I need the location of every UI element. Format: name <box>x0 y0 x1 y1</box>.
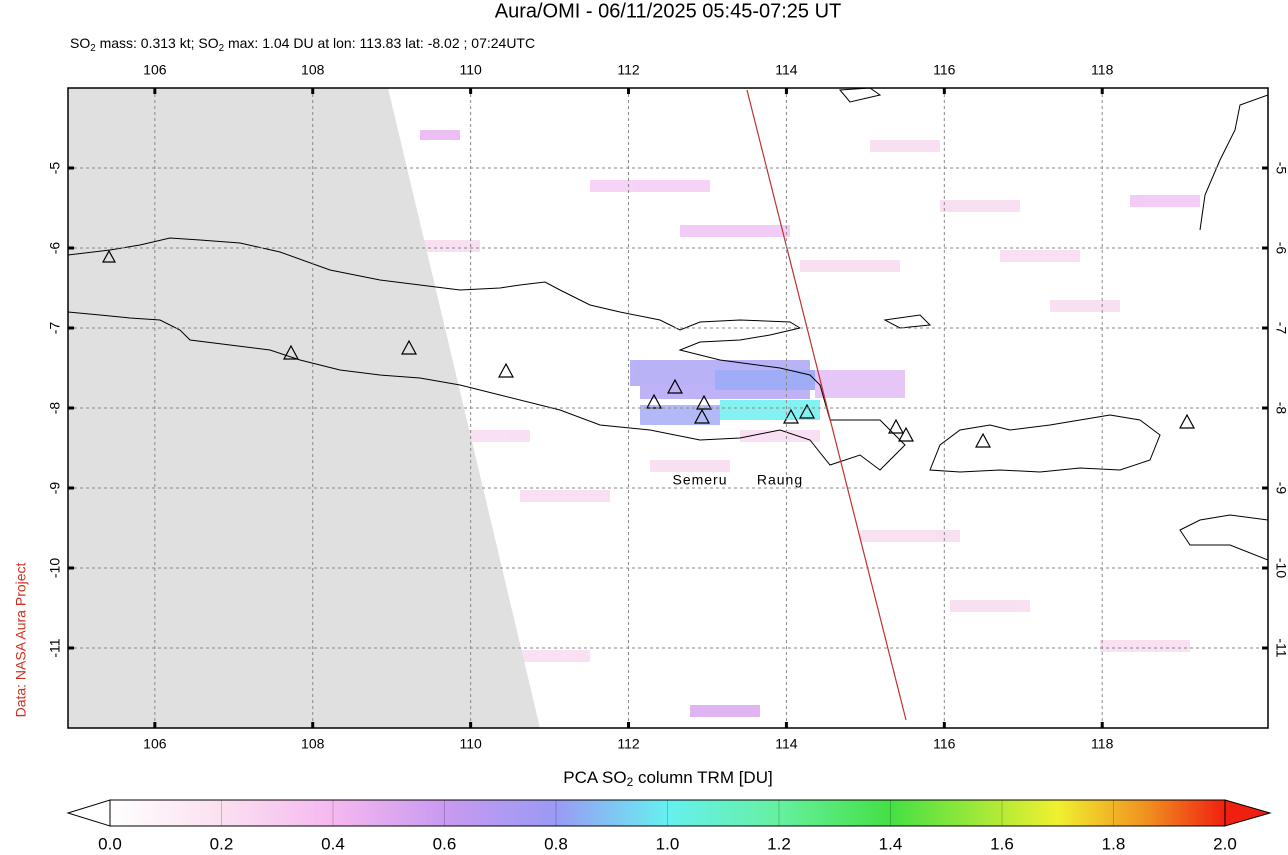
colorbar-tick-label: 0.0 <box>98 834 122 853</box>
lat-tick-label: -10 <box>1273 558 1288 578</box>
colorbar-tick-label: 1.4 <box>879 834 903 853</box>
lat-tick-label: -5 <box>47 162 63 175</box>
colorbar-tick-label: 0.8 <box>544 834 568 853</box>
lon-tick-label: 106 <box>143 62 167 78</box>
lat-tick-label: -11 <box>47 638 63 657</box>
colorbar-high-end <box>1224 799 1272 827</box>
lon-tick-label: 114 <box>775 736 798 752</box>
lat-tick-label: -8 <box>47 402 63 415</box>
lon-tick-label: 106 <box>143 736 167 752</box>
colorbar-low-end <box>66 799 111 827</box>
text-segment: SO <box>70 35 90 51</box>
lon-tick-label: 116 <box>933 62 956 78</box>
so2-pixels <box>420 130 1200 717</box>
lon-tick-label: 108 <box>301 62 325 78</box>
colorbar-tick-label: 2.0 <box>1213 834 1237 853</box>
lat-tick-label: -7 <box>47 322 63 335</box>
text-segment: PCA SO <box>563 768 626 787</box>
lon-tick-label: 116 <box>933 736 956 752</box>
colorbar-tick-label: 1.6 <box>990 834 1014 853</box>
volcanoes <box>101 249 1196 448</box>
lon-tick-label: 118 <box>1091 736 1114 752</box>
lat-tick-label: -9 <box>47 482 63 495</box>
credit: Data: NASA Aura Project <box>13 562 29 717</box>
colorbar-frame <box>109 799 1226 827</box>
lat-tick-label: -7 <box>1273 322 1288 335</box>
lat-tick-label: -5 <box>1273 162 1288 175</box>
volcano-label: Raung <box>757 472 803 488</box>
coastline <box>929 414 1161 473</box>
lon-tick-label: 112 <box>617 736 640 752</box>
coastline <box>68 237 906 471</box>
colorbar-tick-label: 0.2 <box>210 834 234 853</box>
subscript: 2 <box>219 43 224 54</box>
colorbar-title: PCA SO2 column TRM [DU] <box>563 768 772 789</box>
volcano-label: Semeru <box>672 472 727 488</box>
lon-tick-label: 110 <box>459 736 482 752</box>
orbit-track <box>746 89 907 721</box>
lon-tick-label: 118 <box>1091 62 1114 78</box>
subscript: 2 <box>90 43 95 54</box>
coastline <box>1179 514 1268 561</box>
lat-tick-label: -9 <box>1273 482 1288 495</box>
lat-tick-label: -8 <box>1273 402 1288 415</box>
lon-tick-label: 114 <box>775 62 798 78</box>
colorbar-tick-label: 1.8 <box>1102 834 1126 853</box>
colorbar-tick-label: 1.2 <box>767 834 791 853</box>
lat-tick-label: -6 <box>1273 242 1288 255</box>
colorbar-tick-label: 1.0 <box>656 834 680 853</box>
lat-tick-label: -10 <box>47 558 63 578</box>
colorbar <box>110 800 1225 826</box>
lat-tick-label: -11 <box>1273 638 1288 657</box>
colorbar-tick-label: 0.6 <box>433 834 457 853</box>
subtitle: SO2 mass: 0.313 kt; SO2 max: 1.04 DU at … <box>70 35 535 54</box>
text-segment: mass: 0.313 kt; SO <box>96 35 219 51</box>
lon-tick-label: 112 <box>617 62 640 78</box>
text-segment: column TRM [DU] <box>633 768 773 787</box>
lat-tick-label: -6 <box>47 242 63 255</box>
lon-tick-label: 110 <box>459 62 482 78</box>
title: Aura/OMI - 06/11/2025 05:45-07:25 UT <box>495 0 842 22</box>
colorbar-tick-label: 0.4 <box>321 834 345 853</box>
subscript: 2 <box>627 775 634 789</box>
text-segment: max: 1.04 DU at lon: 113.83 lat: -8.02 ;… <box>224 35 535 51</box>
lon-tick-label: 108 <box>301 736 325 752</box>
